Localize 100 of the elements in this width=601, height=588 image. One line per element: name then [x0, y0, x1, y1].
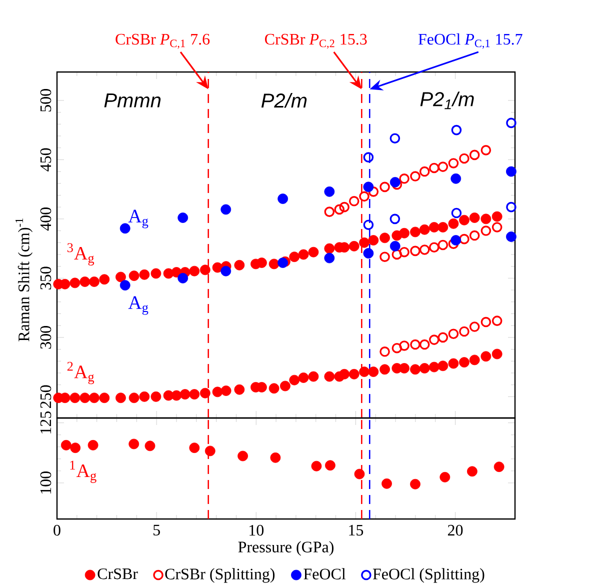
annotation: $^{2}$A$_{g}$ [67, 362, 94, 384]
point [466, 466, 478, 477]
point [492, 316, 502, 326]
point [438, 240, 448, 250]
point [311, 460, 322, 472]
point [324, 252, 335, 264]
annotation: A$_{g}$ [128, 296, 148, 315]
point [363, 182, 374, 192]
point [448, 328, 459, 340]
y-tick-label: 350 [40, 266, 52, 290]
x-tick-label: 5 [154, 524, 160, 536]
point [419, 244, 430, 255]
y-tick-label: 250 [40, 385, 52, 408]
point [410, 246, 420, 256]
ref-line-label: CrSBr P$_{C,1}$ 7.6 [116, 34, 210, 49]
x-tick-label: 20 [448, 524, 463, 536]
point [348, 196, 360, 206]
point [324, 206, 335, 217]
point [339, 202, 350, 212]
point [363, 152, 374, 162]
point [448, 238, 459, 249]
point [392, 249, 402, 260]
annotation: P2$_{1}$/m [420, 92, 474, 110]
legend-label: CrSBr (Splitting) [165, 568, 275, 583]
annotation: A$_{g}$ [128, 210, 148, 228]
point [438, 332, 448, 343]
point [390, 133, 400, 144]
y-tick-label: 100 [40, 472, 52, 494]
point [459, 153, 470, 164]
point [429, 242, 440, 253]
point [120, 223, 130, 234]
point [429, 162, 440, 174]
y-tick-label: 450 [40, 148, 52, 172]
y-axis-title: Raman Shift (cm)$^{-1}$ [16, 218, 33, 342]
point [390, 214, 400, 224]
point [392, 342, 402, 354]
point [451, 124, 462, 136]
point [390, 176, 400, 188]
point [380, 182, 390, 192]
point [448, 158, 459, 168]
ref-line-label: CrSBr P$_{C,2}$ 15.3 [265, 34, 367, 49]
point [238, 450, 248, 462]
x-axis-title: Pressure (GPa) [238, 541, 334, 556]
point [270, 452, 281, 463]
point [459, 234, 470, 244]
point [506, 118, 516, 128]
annotation: $^{1}$A$_{g}$ [70, 460, 96, 483]
y-tick-label: 400 [40, 208, 52, 231]
point [506, 232, 516, 242]
point [506, 166, 516, 177]
point [334, 204, 345, 215]
point [128, 438, 140, 450]
point [359, 191, 370, 202]
point [480, 316, 492, 328]
x-tick-label: 10 [250, 524, 264, 536]
point [363, 220, 374, 230]
point [451, 208, 462, 218]
y-tick-label: 500 [40, 89, 52, 112]
point [354, 468, 365, 480]
point [480, 226, 492, 236]
y-tick-label: 300 [40, 326, 52, 349]
point [120, 280, 130, 290]
annotation: $^{3}$A$_{g}$ [67, 243, 94, 266]
point [419, 166, 430, 177]
point [492, 222, 502, 232]
point [368, 186, 379, 197]
point [469, 322, 480, 332]
point [204, 446, 216, 456]
point [494, 462, 504, 472]
point [469, 150, 480, 160]
point [440, 472, 450, 482]
point [399, 246, 410, 258]
legend-label: FeOCl (Splitting) [372, 568, 484, 583]
annotation: Pmmn [104, 93, 161, 108]
point [438, 162, 448, 172]
point [178, 212, 188, 223]
y-tick-label: 125 [40, 411, 52, 434]
x-tick-label: 0 [54, 524, 60, 536]
point [410, 478, 420, 490]
point [325, 460, 336, 471]
point [380, 346, 390, 357]
point [450, 173, 462, 184]
legend-label: FeOCl [304, 568, 346, 580]
legend-label: CrSBr [98, 568, 138, 580]
point [450, 235, 462, 246]
ref-line-label: FeOCl P$_{C,1}$ 15.7 [418, 33, 522, 49]
point [382, 478, 392, 489]
point [410, 171, 420, 182]
point [419, 339, 430, 350]
point [363, 248, 374, 258]
point [399, 173, 410, 184]
point [144, 440, 156, 452]
point [380, 252, 390, 262]
point [189, 442, 200, 454]
x-tick-label: 15 [349, 524, 364, 536]
point [480, 145, 492, 156]
point [220, 204, 232, 215]
point [278, 194, 288, 204]
point [70, 442, 81, 454]
point [399, 340, 410, 351]
